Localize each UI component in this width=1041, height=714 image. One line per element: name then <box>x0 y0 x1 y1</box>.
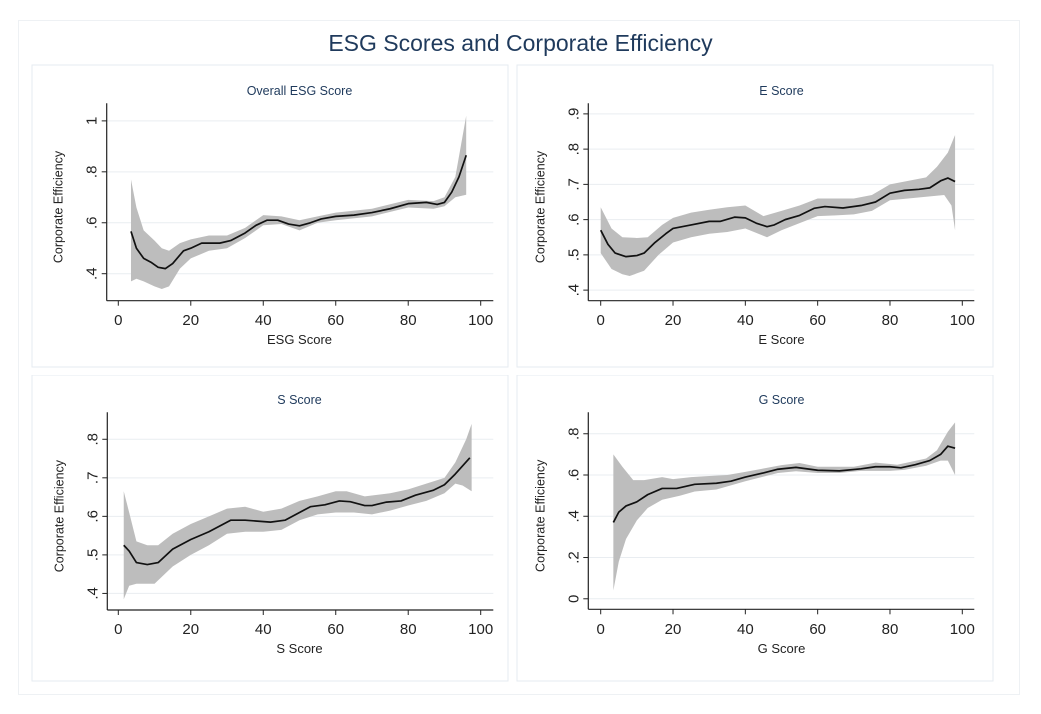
fitted-line <box>123 457 471 566</box>
y-tick-label: .9 <box>565 108 582 121</box>
figure-frame <box>18 20 1020 695</box>
confidence-band <box>123 423 472 600</box>
x-tick-label: 100 <box>468 312 493 329</box>
x-tick-label: 40 <box>255 621 272 638</box>
confidence-band <box>613 422 956 591</box>
confidence-band <box>600 135 956 277</box>
y-tick-label: .8 <box>84 166 101 179</box>
panel-overall-esg: .4 .6 .8 1 0 20 40 60 80 100 Overall ESG Score ESG … <box>30 60 510 370</box>
y-tick-label: .6 <box>565 469 582 482</box>
y-tick-label: .5 <box>84 549 101 562</box>
x-tick-label: 20 <box>665 312 682 329</box>
y-tick-label: .2 <box>565 551 582 564</box>
x-tick-label: 80 <box>400 312 417 329</box>
x-tick-label: 60 <box>327 312 344 329</box>
y-tick-label: .4 <box>84 267 101 280</box>
figure-title: ESG Scores and Corporate Efficiency <box>328 30 713 56</box>
y-tick-label: .5 <box>565 249 582 262</box>
x-tick-label: 80 <box>882 621 899 638</box>
confidence-band <box>130 115 467 289</box>
y-tick-label: 0 <box>565 595 582 603</box>
x-axis-label: S Score <box>276 641 322 656</box>
x-tick-label: 0 <box>114 621 122 638</box>
y-tick-label: .6 <box>84 510 101 523</box>
chart-e-score: .4 .5 .6 .7 .8 .9 0 20 40 60 80 100 E Score E Score Co… <box>516 64 994 368</box>
y-tick-label: .7 <box>84 472 101 485</box>
chart-s-score: .4 .5 .6 .7 .8 0 20 40 60 80 100 S Score S Score Corp… <box>31 375 509 682</box>
panel-s-score: .4 .5 .6 .7 .8 0 20 40 60 80 100 S Score S Score Corp… <box>30 375 510 685</box>
x-tick-label: 80 <box>882 312 899 329</box>
y-tick-label: .4 <box>565 510 582 523</box>
x-tick-label: 40 <box>737 621 754 638</box>
x-tick-label: 60 <box>327 621 344 638</box>
y-tick-label: .8 <box>84 433 101 446</box>
y-tick-label: .4 <box>84 587 101 600</box>
panel-title: E Score <box>759 84 804 98</box>
y-tick-label: .4 <box>565 284 582 297</box>
y-axis-label: Corporate Efficiency <box>533 459 547 572</box>
panel-border <box>31 64 509 368</box>
x-axis-label: G Score <box>758 641 806 656</box>
y-tick-label: 1 <box>84 117 101 125</box>
fitted-line <box>130 154 468 270</box>
y-tick-label: .6 <box>84 217 101 230</box>
x-tick-label: 0 <box>597 621 605 638</box>
panel-e-score: .4 .5 .6 .7 .8 .9 0 20 40 60 80 100 E Score E Score Co… <box>515 60 995 370</box>
chart-overall-esg: .4 .6 .8 1 0 20 40 60 80 100 Overall ESG Score ESG … <box>31 64 509 368</box>
x-axis-label: E Score <box>758 332 804 347</box>
x-tick-label: 60 <box>809 312 826 329</box>
y-tick-label: .7 <box>565 178 582 191</box>
x-tick-label: 0 <box>597 312 605 329</box>
x-tick-label: 100 <box>950 312 975 329</box>
chart-g-score: 0 .2 .4 .6 .8 0 20 40 60 80 100 G Score G Score Corpo… <box>516 375 994 682</box>
x-tick-label: 60 <box>809 621 826 638</box>
y-tick-label: .8 <box>565 143 582 156</box>
fitted-line <box>599 177 956 258</box>
x-tick-label: 20 <box>665 621 682 638</box>
y-tick-label: .6 <box>565 213 582 226</box>
panel-title: Overall ESG Score <box>247 84 353 98</box>
panel-g-score: 0 .2 .4 .6 .8 0 20 40 60 80 100 G Score G Score Corpo… <box>515 375 995 685</box>
panel-border <box>516 375 994 682</box>
panel-title: G Score <box>759 393 805 407</box>
x-tick-label: 40 <box>737 312 754 329</box>
y-axis-label: Corporate Efficiency <box>52 150 66 263</box>
panel-title: S Score <box>277 393 322 407</box>
y-axis-label: Corporate Efficiency <box>52 459 66 572</box>
y-axis-label: Corporate Efficiency <box>533 150 547 263</box>
x-tick-label: 20 <box>182 621 199 638</box>
x-axis-label: ESG Score <box>267 332 332 347</box>
x-tick-label: 20 <box>182 312 199 329</box>
y-tick-label: .8 <box>565 427 582 440</box>
x-tick-label: 0 <box>114 312 122 329</box>
x-tick-label: 80 <box>400 621 417 638</box>
fitted-line <box>612 445 956 523</box>
x-tick-label: 40 <box>255 312 272 329</box>
x-tick-label: 100 <box>950 621 975 638</box>
x-tick-label: 100 <box>468 621 493 638</box>
